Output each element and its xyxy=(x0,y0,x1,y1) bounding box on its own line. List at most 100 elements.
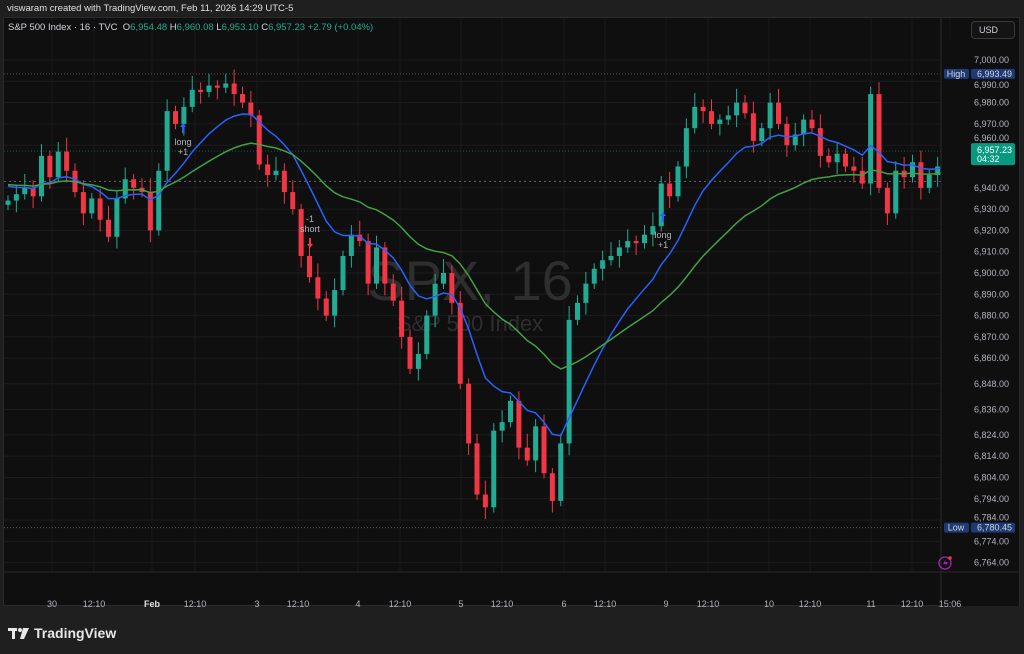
candle-body xyxy=(750,113,756,141)
candle-body xyxy=(441,273,446,284)
candle-body xyxy=(365,241,371,284)
x-tick-label: 5 xyxy=(458,599,463,609)
ma-fast-line xyxy=(7,113,947,437)
y-tick-label: 6,860.00 xyxy=(974,353,1009,363)
candle-body xyxy=(516,400,522,448)
candle-body xyxy=(357,234,363,242)
candle-body xyxy=(709,111,714,124)
high-label: H xyxy=(169,22,177,33)
session-low-price-label xyxy=(971,522,1015,533)
session-high-tag xyxy=(944,68,969,79)
x-tick-label: 12:10 xyxy=(901,599,924,609)
watermark-symbol: SPX, 16 xyxy=(367,249,572,312)
candle-body xyxy=(97,198,103,220)
x-tick-label: 30 xyxy=(47,599,57,609)
candle-body xyxy=(508,400,513,423)
x-tick-label: 9 xyxy=(663,599,668,609)
candle-body xyxy=(332,290,338,316)
chart-panel[interactable] xyxy=(3,17,1020,606)
candle-body xyxy=(541,426,547,474)
candle-body xyxy=(809,119,815,129)
candle-body xyxy=(625,241,631,248)
candle-body xyxy=(734,102,740,116)
candle-body xyxy=(499,422,505,431)
x-tick-label: 12:10 xyxy=(491,599,514,609)
open-value: 6,954.48 xyxy=(130,22,168,33)
candle-body xyxy=(248,102,254,116)
candle-body xyxy=(843,153,848,167)
candle-body xyxy=(39,155,44,197)
candle-body xyxy=(633,241,639,244)
close-value: 6,957.23 xyxy=(268,22,306,33)
y-tick-label: 6,890.00 xyxy=(974,289,1009,299)
low-label: L xyxy=(216,22,222,33)
alert-bolt-icon xyxy=(943,559,948,567)
low-value: 6,953.10 xyxy=(221,22,259,33)
session-low-tag xyxy=(944,522,969,533)
candle-body xyxy=(173,111,178,124)
x-tick-label: 3 xyxy=(254,599,259,609)
chart-credit: viswaram created with TradingView.com, F… xyxy=(7,3,294,14)
currency-button[interactable]: USD xyxy=(971,21,1015,39)
candle-body xyxy=(189,89,195,107)
candle-body xyxy=(658,183,664,227)
candle-body xyxy=(22,187,28,195)
candle-body xyxy=(466,383,472,444)
candle-body xyxy=(935,166,941,176)
candle-body xyxy=(80,192,86,214)
candle-body xyxy=(273,170,279,176)
candle-body xyxy=(399,300,405,337)
y-tick-label: 6,870.00 xyxy=(974,332,1009,342)
tradingview-logo[interactable]: TradingView xyxy=(8,625,116,641)
y-tick-label: 6,910.00 xyxy=(974,247,1009,257)
candle-body xyxy=(583,283,589,303)
candle-body xyxy=(198,89,204,92)
y-tick-label: 6,836.00 xyxy=(974,404,1009,414)
x-tick-label: 6 xyxy=(561,599,566,609)
tradingview-brand: TradingView xyxy=(34,625,117,641)
x-tick-label: 12:10 xyxy=(389,599,412,609)
candle-body xyxy=(281,170,287,193)
signal-up-arrow-icon xyxy=(180,123,186,133)
y-tick-label: 6,990.00 xyxy=(974,80,1009,90)
symbol-title[interactable]: S&P 500 Index · 16 · TVC xyxy=(8,22,118,33)
price-axis xyxy=(941,40,1019,606)
y-tick-label: 6,774.00 xyxy=(974,536,1009,546)
session-low-tag-label: Low xyxy=(948,523,965,533)
candle-body xyxy=(767,102,773,129)
candle-body xyxy=(667,183,673,197)
candle-body xyxy=(265,164,271,176)
candle-body xyxy=(566,319,572,444)
change-value: +2.79 (+0.04%) xyxy=(307,22,374,33)
candle-body xyxy=(884,187,890,214)
candle-body xyxy=(876,94,882,188)
candle-body xyxy=(549,473,555,501)
session-high-price-text: 6,993.49 xyxy=(977,69,1012,79)
x-tick-label: 12:10 xyxy=(287,599,310,609)
candle-body xyxy=(47,155,53,178)
candle-body xyxy=(315,277,321,299)
x-tick-label: 12:10 xyxy=(697,599,720,609)
candle-body xyxy=(482,494,488,508)
candle-body xyxy=(616,247,622,256)
y-tick-label: 6,900.00 xyxy=(974,268,1009,278)
signal-label: -1 xyxy=(306,214,314,224)
y-tick-label: 6,794.00 xyxy=(974,494,1009,504)
candle-body xyxy=(524,447,530,461)
signal-label: long xyxy=(654,230,671,240)
close-label: C xyxy=(261,22,269,33)
candle-body xyxy=(206,85,212,92)
countdown-text: 04:32 xyxy=(977,154,1000,164)
y-tick-label: 6,824.00 xyxy=(974,430,1009,440)
candle-body xyxy=(817,128,823,156)
signal-label: short xyxy=(300,224,321,234)
tradingview-logo-icon xyxy=(8,628,29,639)
candle-body xyxy=(348,234,354,256)
candle-body xyxy=(491,430,497,508)
candle-body xyxy=(717,119,723,124)
last-price-text: 6,957.23 xyxy=(977,145,1012,155)
x-tick-label: 12:10 xyxy=(83,599,106,609)
y-tick-label: 6,784.00 xyxy=(974,513,1009,523)
ma-slow-line xyxy=(7,142,947,370)
